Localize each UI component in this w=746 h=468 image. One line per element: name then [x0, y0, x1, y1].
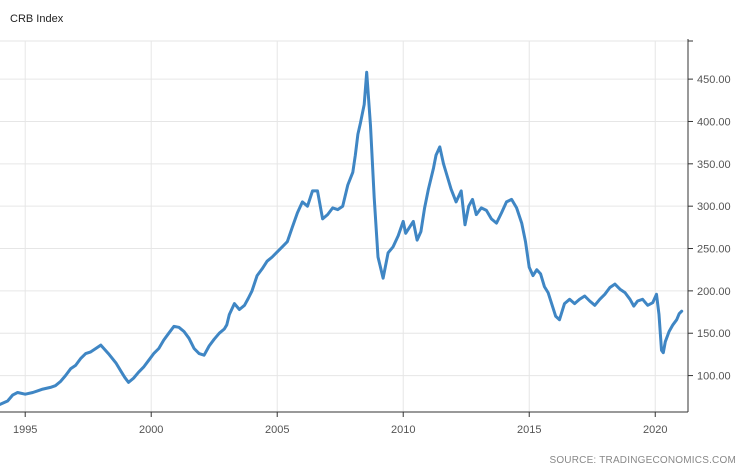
y-tick-label: 100.00: [697, 371, 731, 383]
x-tick-label: 2000: [139, 424, 163, 436]
series-layer: [0, 70, 684, 406]
y-tick-labels: 100.00 150.00 200.00 250.00 300.00 350.00 400.…: [697, 74, 731, 382]
x-tick-label: 2020: [643, 424, 667, 436]
x-tick-label: 2010: [391, 424, 415, 436]
y-tick-label: 400.00: [697, 116, 731, 128]
source-attribution: SOURCE: TRADINGECONOMICS.COM: [549, 455, 736, 466]
y-tick-label: 250.00: [697, 244, 731, 256]
chart-title: CRB Index: [10, 13, 64, 25]
y-tick-label: 300.00: [697, 201, 731, 213]
x-tick-label: 2005: [265, 424, 289, 436]
x-tick-label: 1995: [13, 424, 37, 436]
grid-lines: [0, 40, 688, 412]
axes: [0, 39, 693, 417]
series-line: [0, 70, 684, 406]
y-tick-label: 350.00: [697, 159, 731, 171]
y-tick-label: 150.00: [697, 328, 731, 340]
y-tick-label: 200.00: [697, 286, 731, 298]
y-tick-label: 450.00: [697, 74, 731, 86]
x-tick-labels: 1995 2000 2005 2010 2015 2020: [13, 424, 668, 436]
x-tick-label: 2015: [517, 424, 541, 436]
